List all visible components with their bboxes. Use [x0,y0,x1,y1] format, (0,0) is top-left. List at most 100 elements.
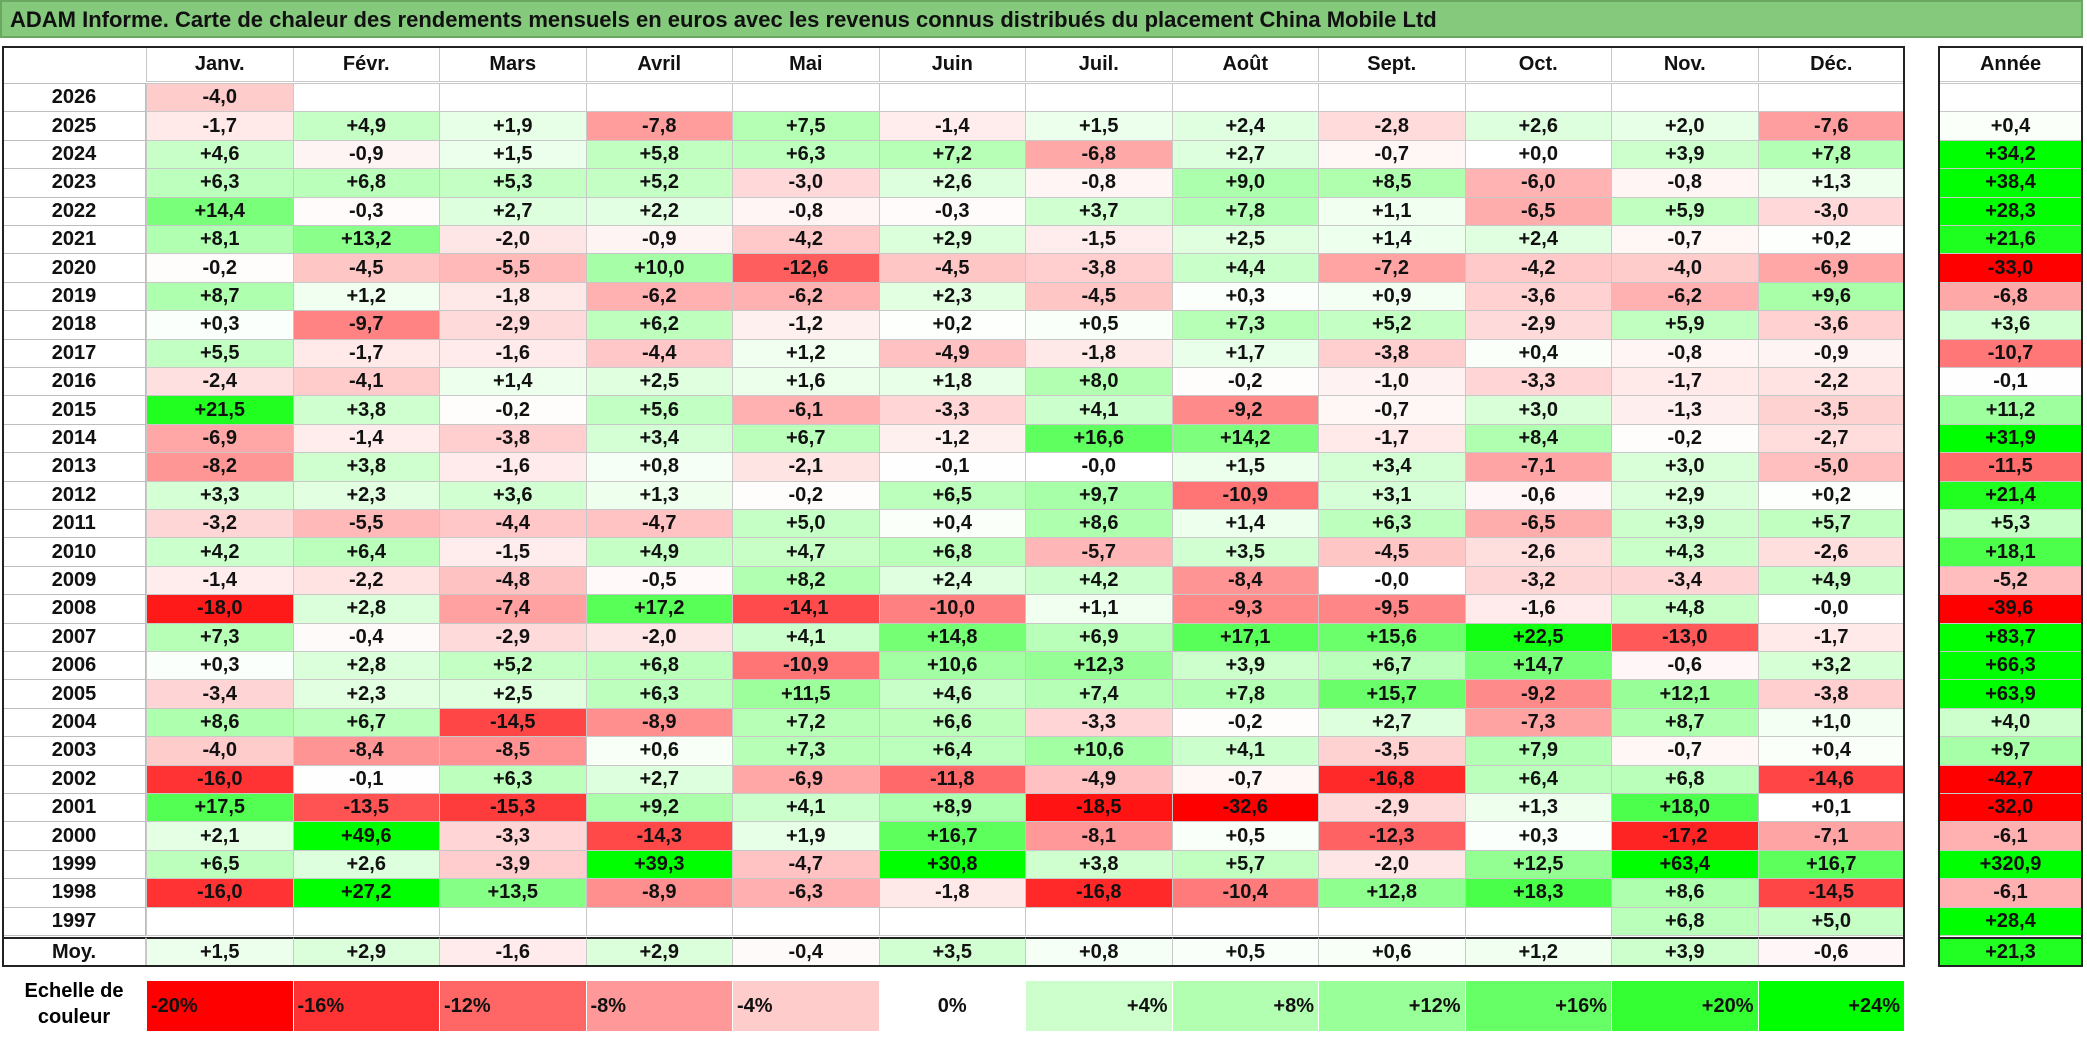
heatmap-cell [732,906,880,936]
heatmap-cell: +6,7 [732,423,880,454]
month-header: Avril [585,46,733,82]
heatmap-cell: -10,4 [1171,878,1319,908]
heatmap-cell: +3,0 [1464,395,1612,425]
average-cell: -0,4 [732,937,880,967]
heatmap-cell: +1,9 [732,821,880,851]
heatmap-cell: -0,2 [1171,707,1319,738]
heatmap-cell [878,906,1026,936]
month-header: Sept. [1318,46,1466,82]
heatmap-cell: +0,6 [585,736,733,766]
year-label: 2005 [2,679,146,709]
heatmap-cell: +8,7 [1611,707,1759,738]
heatmap-cell: -6,1 [732,395,880,425]
heatmap-cell: +4,9 [292,111,440,141]
annual-cell: +34,2 [1938,139,2083,170]
color-scale-swatch: 0% [878,980,1026,1032]
heatmap-cell: +18,3 [1464,878,1612,908]
heatmap-cell: +2,6 [878,168,1026,198]
annual-cell: -6,1 [1938,821,2083,851]
heatmap-cell: -16,0 [146,764,294,794]
heatmap-cell: -7,8 [585,111,733,141]
month-header: Déc. [1757,46,1905,82]
heatmap-cell: +2,7 [1318,707,1466,738]
annual-cell: +28,4 [1938,906,2083,936]
heatmap-cell: -5,7 [1025,537,1173,567]
heatmap-cell [292,906,440,936]
heatmap-cell: +4,1 [732,793,880,823]
heatmap-cell: +1,5 [1025,111,1173,141]
heatmap-cell: -3,8 [1318,338,1466,368]
heatmap-cell: +3,5 [1171,537,1319,567]
heatmap-cell: +14,7 [1464,651,1612,681]
heatmap-cell: -9,2 [1464,679,1612,709]
heatmap-cell: +6,8 [878,537,1026,567]
heatmap-cell: +2,2 [585,196,733,226]
heatmap-cell: +7,3 [146,622,294,652]
heatmap-cell: +5,7 [1171,849,1319,880]
annual-cell: -33,0 [1938,253,2083,283]
heatmap-cell: +2,7 [439,196,587,226]
heatmap-cell: -12,6 [732,253,880,283]
annual-cell [1938,83,2083,113]
heatmap-cell: -4,9 [1025,764,1173,794]
heatmap-cell: +12,5 [1464,849,1612,880]
heatmap-cell: -0,6 [1464,480,1612,510]
year-label: 2002 [2,764,146,794]
heatmap-cell: -14,1 [732,594,880,624]
average-annual-cell: +21,3 [1938,937,2083,967]
heatmap-cell: +9,0 [1171,168,1319,198]
heatmap-cell: +1,0 [1757,707,1905,738]
month-header: Juin [878,46,1026,82]
heatmap-cell: +16,7 [1757,849,1905,880]
heatmap-cell: +22,5 [1464,622,1612,652]
year-label: 2013 [2,452,146,482]
month-header: Oct. [1464,46,1612,82]
heatmap-cell: +6,3 [732,139,880,170]
heatmap-cell: -3,0 [1757,196,1905,226]
year-label: 2015 [2,395,146,425]
heatmap-cell: -1,4 [146,565,294,596]
color-scale-swatch: +12% [1318,980,1466,1032]
heatmap-cell: -3,3 [878,395,1026,425]
heatmap-cell: +4,9 [585,537,733,567]
heatmap-cell: +2,6 [1464,111,1612,141]
heatmap-cell: +7,2 [732,707,880,738]
heatmap-cell: -1,4 [292,423,440,454]
heatmap-cell [1757,83,1905,113]
heatmap-cell: +1,9 [439,111,587,141]
color-scale-swatch: -12% [439,980,587,1032]
heatmap-cell: -4,1 [292,367,440,397]
heatmap-cell: -9,2 [1171,395,1319,425]
heatmap-cell: -4,0 [146,736,294,766]
heatmap-cell: -14,6 [1757,764,1905,794]
heatmap-cell: -18,5 [1025,793,1173,823]
color-scale-swatch: -20% [146,980,294,1032]
month-header: Nov. [1611,46,1759,82]
heatmap-cell: +8,0 [1025,367,1173,397]
heatmap-cell: -2,0 [439,225,587,255]
heatmap-cell: +7,8 [1171,196,1319,226]
heatmap-cell: -0,3 [292,196,440,226]
heatmap-cell: -1,7 [1611,367,1759,397]
heatmap-cell: -15,3 [439,793,587,823]
heatmap-cell: -4,5 [1025,281,1173,312]
annual-cell: -10,7 [1938,338,2083,368]
heatmap-cell: -16,8 [1025,878,1173,908]
heatmap-cell: +0,3 [1464,821,1612,851]
heatmap-cell: +9,6 [1757,281,1905,312]
heatmap-cell: -0,8 [732,196,880,226]
heatmap-cell: +8,1 [146,225,294,255]
heatmap-cell [146,906,294,936]
heatmap-cell: -3,4 [146,679,294,709]
heatmap-cell: -8,9 [585,878,733,908]
heatmap-cell: +4,1 [732,622,880,652]
heatmap-cell: +5,0 [732,509,880,539]
heatmap-cell: +2,8 [292,594,440,624]
heatmap-cell: -3,0 [732,168,880,198]
heatmap-cell: +6,8 [292,168,440,198]
heatmap-cell: +5,3 [439,168,587,198]
heatmap-cell: -7,4 [439,594,587,624]
heatmap-cell: +7,8 [1171,679,1319,709]
annual-cell: +28,3 [1938,196,2083,226]
heatmap-cell: +8,6 [146,707,294,738]
